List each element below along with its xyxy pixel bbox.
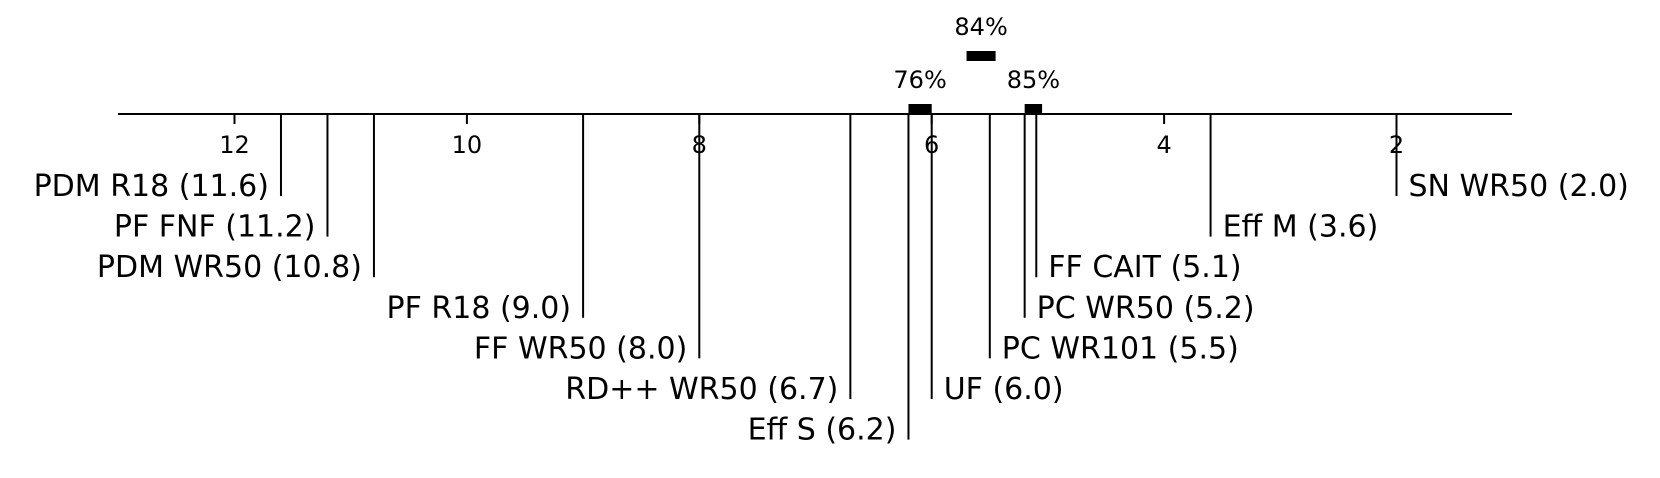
tick-label: 4 — [1156, 131, 1171, 159]
group-label: 76% — [893, 66, 946, 94]
group-label: 84% — [954, 13, 1007, 41]
group-bar — [908, 104, 932, 114]
group-bar — [966, 51, 996, 61]
method-label: PF R18 (9.0) — [387, 291, 572, 326]
group-label: 85% — [1007, 66, 1060, 94]
tick-label: 12 — [219, 131, 250, 159]
method-label: FF WR50 (8.0) — [474, 331, 687, 366]
tick-label: 10 — [452, 131, 483, 159]
method-label: RD++ WR50 (6.7) — [565, 372, 838, 407]
method-label: Eff S (6.2) — [748, 413, 897, 448]
method-label: FF CAIT (5.1) — [1048, 250, 1241, 285]
method-label: PDM R18 (11.6) — [34, 169, 269, 204]
method-label: PF FNF (11.2) — [114, 210, 316, 245]
method-label: PC WR50 (5.2) — [1037, 291, 1255, 326]
method-label: PDM WR50 (10.8) — [97, 250, 362, 285]
method-label: UF (6.0) — [944, 372, 1064, 407]
group-bar — [1024, 104, 1043, 114]
method-label: SN WR50 (2.0) — [1409, 169, 1629, 204]
method-label: PC WR101 (5.5) — [1002, 331, 1239, 366]
method-label: Eff M (3.6) — [1223, 210, 1379, 245]
